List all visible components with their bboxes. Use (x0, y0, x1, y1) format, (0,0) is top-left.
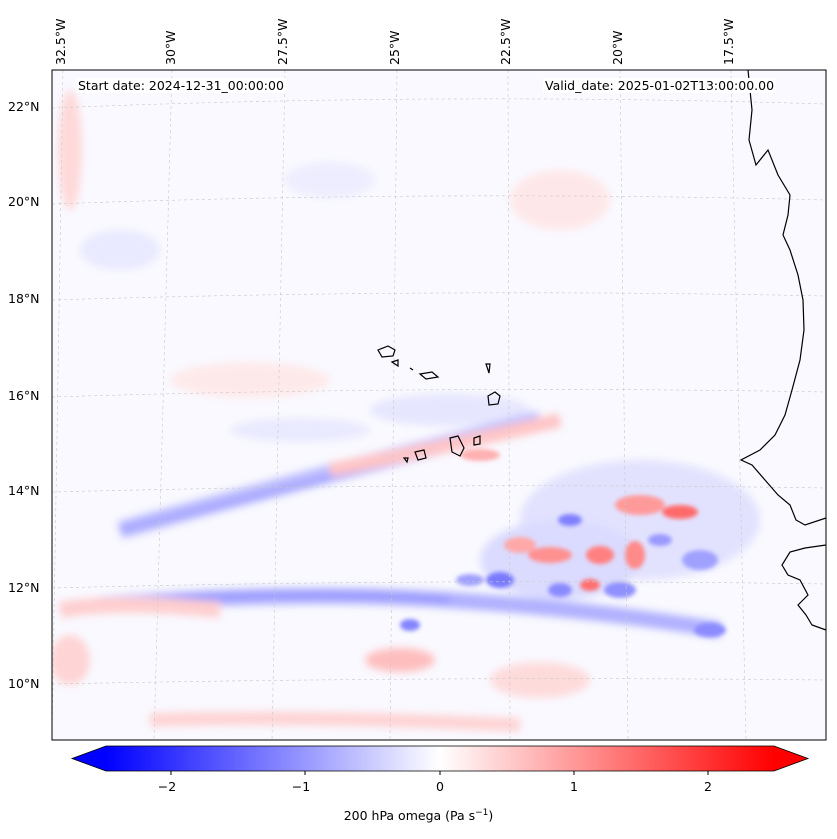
colorbar (70, 745, 810, 775)
cape-verde-islands (377, 345, 501, 464)
lon-label-27-5w: 27.5°W (275, 18, 290, 65)
lat-label-22n: 22°N (8, 99, 40, 114)
colorbar-extend-min (72, 746, 106, 771)
lon-label-25w: 25°W (387, 30, 402, 65)
colorbar-tick-label: 2 (704, 779, 712, 794)
lon-label-32-5w: 32.5°W (53, 18, 68, 65)
lon-label-22-5w: 22.5°W (498, 18, 513, 65)
colorbar-extend-max (774, 746, 808, 771)
colorbar-label-exponent: −1 (475, 808, 489, 818)
graticule (52, 70, 826, 740)
lat-label-12n: 12°N (8, 580, 40, 595)
africa-coastline (739, 69, 827, 526)
colorbar-tick-label: −1 (291, 779, 311, 794)
lat-label-10n: 10°N (8, 676, 40, 691)
colorbar-outline (70, 745, 810, 772)
lat-label-14n: 14°N (8, 483, 40, 498)
lat-label-16n: 16°N (8, 388, 40, 403)
colorbar-tick-label: 0 (436, 779, 444, 794)
valid-date-label: Valid_date: 2025-01-02T13:00:00.00 (543, 78, 777, 93)
start-date-label: Start date: 2024-12-31_00:00:00 (76, 78, 286, 93)
colorbar-tick-label: 1 (570, 779, 578, 794)
lon-label-17-5w: 17.5°W (721, 18, 736, 65)
colorbar-label: 200 hPa omega (Pa s−1) (0, 808, 837, 823)
lon-label-20w: 20°W (610, 30, 625, 65)
lon-label-30w: 30°W (163, 30, 178, 65)
colorbar-body (106, 746, 774, 771)
lat-label-18n: 18°N (8, 291, 40, 306)
colorbar-label-close: ) (488, 808, 494, 824)
colorbar-tick-label: −2 (157, 779, 177, 794)
omega-field (52, 90, 760, 732)
map-frame (51, 69, 827, 741)
lat-label-20n: 20°N (8, 194, 40, 209)
senegal-coast (781, 544, 827, 631)
colorbar-label-text: 200 hPa omega (Pa s (343, 808, 476, 824)
